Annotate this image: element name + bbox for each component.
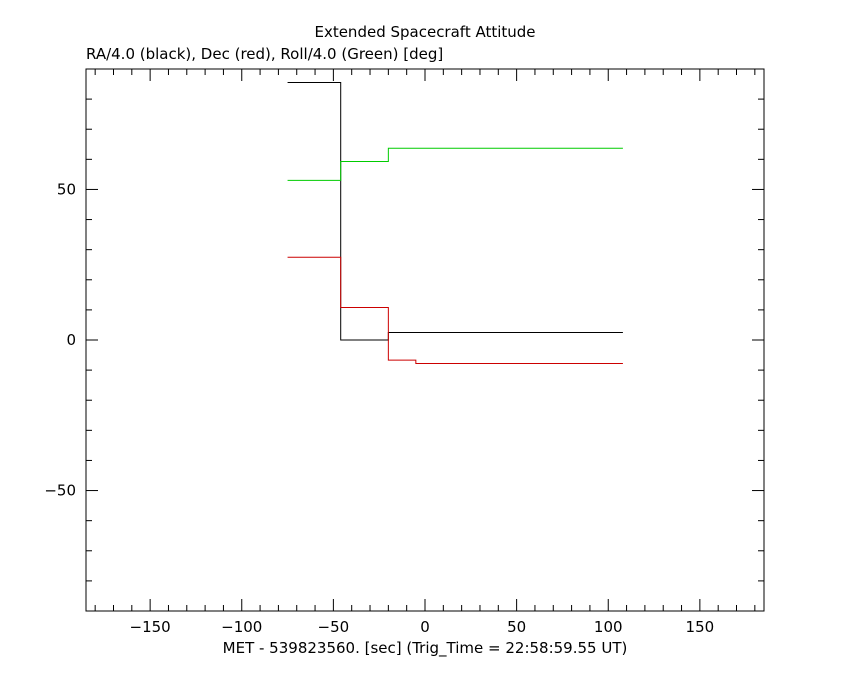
tick-labels: −150 −100 −50 0 50 100 150 −50 0 50 [44,180,714,636]
x-axis-label: MET - 539823560. [sec] (Trig_Time = 22:5… [222,639,628,657]
chart-subtitle: RA/4.0 (black), Dec (red), Roll/4.0 (Gre… [86,45,444,63]
x-tick-label: 50 [507,618,526,636]
x-tick-label: 0 [420,618,430,636]
series-line-0 [287,82,623,341]
series-line-1 [287,256,623,364]
y-tick-label: 0 [66,331,76,349]
x-tick-label: 100 [594,618,623,636]
tick-marks [86,69,764,611]
chart-title: Extended Spacecraft Attitude [314,23,536,41]
series-layer [287,82,623,364]
x-tick-label: −50 [318,618,350,636]
series-line-2 [287,147,623,181]
x-tick-label: 150 [686,618,715,636]
plot-frame [85,68,765,612]
x-tick-label: −100 [221,618,262,636]
y-tick-label: 50 [57,180,76,198]
x-tick-label: −150 [130,618,171,636]
y-tick-label: −50 [44,482,76,500]
